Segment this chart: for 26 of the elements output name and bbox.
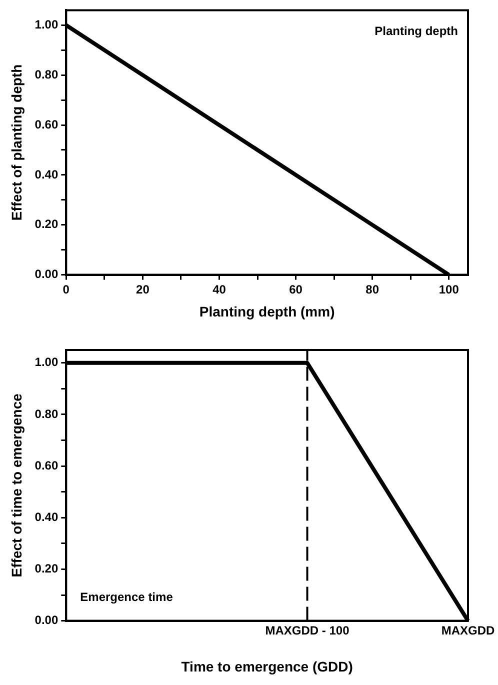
y-tick-label: 1.00 [34, 17, 58, 32]
y-axis-title: Effect of planting depth [8, 64, 24, 221]
y-tick-label: 0.60 [34, 458, 58, 472]
y-tick-label: 0.40 [34, 510, 58, 524]
x-tick-label: MAXGDD - 100 [265, 623, 350, 638]
y-tick-label: 1.00 [34, 355, 58, 370]
y-tick-label: 0.80 [34, 67, 58, 82]
x-tick-label: 100 [438, 282, 460, 296]
annotation: Emergence time [80, 590, 174, 604]
x-tick-label: 0 [62, 282, 70, 296]
y-tick-label: 0.00 [34, 267, 58, 282]
x-tick-label: 80 [366, 282, 380, 296]
x-tick-label: MAXGDD [441, 623, 495, 638]
y-tick-label: 0.20 [34, 562, 58, 576]
y-tick-label: 0.80 [34, 406, 58, 421]
x-tick-label: 40 [212, 282, 226, 296]
x-tick-label: 20 [136, 282, 150, 296]
y-tick-label: 0.60 [34, 117, 58, 132]
y-tick-label: 0.00 [34, 613, 58, 628]
x-tick-label: 60 [289, 282, 303, 296]
y-tick-label: 0.20 [34, 217, 58, 232]
y-axis-title: Effect of time to emergence [8, 393, 24, 578]
annotation: Planting depth [374, 24, 458, 38]
x-axis-title: Time to emergence (GDD) [181, 658, 353, 674]
y-tick-label: 0.40 [34, 167, 58, 182]
x-axis-title: Planting depth (mm) [199, 303, 335, 320]
